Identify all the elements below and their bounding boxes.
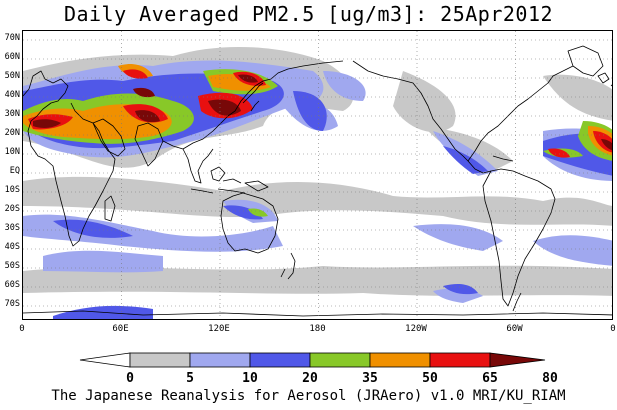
latitude-label: 10N <box>4 147 20 157</box>
latitude-label: 70N <box>4 33 20 43</box>
colorbar-level-label: 0 <box>126 371 134 386</box>
longitude-label: 0 <box>610 324 616 334</box>
colorbar-swatch <box>429 352 491 368</box>
colorbar-min-arrow <box>79 352 131 368</box>
colorbar-swatch <box>369 352 431 368</box>
colorbar-boxes <box>129 352 491 368</box>
map-canvas <box>23 31 612 319</box>
latitude-label: 40S <box>4 242 20 252</box>
pm25-field <box>23 46 612 319</box>
latitude-label: 40N <box>4 90 20 100</box>
latitude-label: 10S <box>4 185 20 195</box>
colorbar-level-label: 80 <box>542 371 558 386</box>
map-title: Daily Averaged PM2.5 [ug/m3]: 25Apr2012 <box>63 2 554 26</box>
latitude-label: 20N <box>4 128 20 138</box>
latitude-label: 50N <box>4 71 20 81</box>
colorbar-max-arrow <box>489 352 546 368</box>
latitude-label: 70S <box>4 299 20 309</box>
colorbar-level-label: 10 <box>242 371 258 386</box>
longitude-label: 120W <box>405 324 427 334</box>
longitude-label: 60E <box>112 324 129 334</box>
latitude-label: 60N <box>4 52 20 62</box>
colorbar-labels: 0 5 10 20 35 50 65 80 <box>126 371 558 386</box>
latitude-label: 30N <box>4 109 20 119</box>
graticule <box>23 31 612 319</box>
longitude-label: 0 <box>19 324 25 334</box>
colorbar-level-label: 65 <box>482 371 498 386</box>
colorbar-level-label: 5 <box>186 371 194 386</box>
colorbar-swatch <box>129 352 191 368</box>
longitude-label: 120E <box>208 324 230 334</box>
latitude-label: 50S <box>4 261 20 271</box>
longitude-label: 60W <box>506 324 523 334</box>
colorbar-level-label: 50 <box>422 371 438 386</box>
colorbar-swatch <box>189 352 251 368</box>
coastlines <box>23 45 612 317</box>
footer-credit: The Japanese Reanalysis for Aerosol (JRA… <box>51 388 566 404</box>
colorbar-swatch <box>249 352 311 368</box>
latitude-label: 60S <box>4 280 20 290</box>
longitude-label: 180 <box>309 324 326 334</box>
colorbar-level-label: 35 <box>362 371 378 386</box>
latitude-label: 20S <box>4 204 20 214</box>
latitude-label: EQ <box>9 166 20 176</box>
colorbar: 0 5 10 20 35 50 65 80 <box>79 352 558 386</box>
latitude-label: 30S <box>4 223 20 233</box>
colorbar-level-label: 20 <box>302 371 318 386</box>
pm25-map <box>22 30 613 320</box>
colorbar-swatch <box>309 352 371 368</box>
